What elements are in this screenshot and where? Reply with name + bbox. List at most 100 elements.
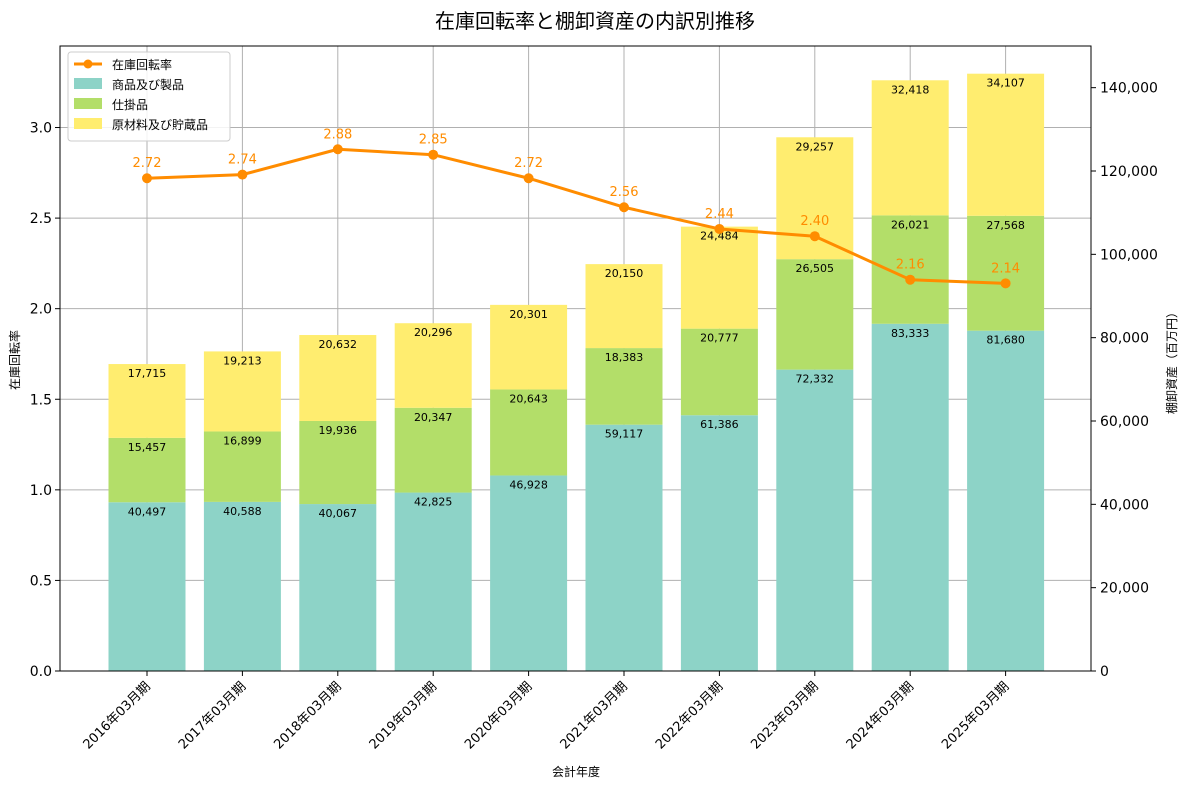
turnover-value-label: 2.16 bbox=[896, 258, 925, 273]
bar-segment bbox=[203, 501, 281, 671]
x-tick-label: 2023年03月期 bbox=[748, 679, 821, 752]
bar-segment bbox=[490, 389, 568, 476]
bar-segment bbox=[203, 431, 281, 502]
bar-segment bbox=[108, 437, 186, 503]
right-tick-label: 20,000 bbox=[1100, 581, 1149, 597]
legend-entry: 仕掛品 bbox=[112, 97, 148, 112]
bar-segment-label: 20,643 bbox=[509, 392, 548, 405]
bar-segment-label: 40,497 bbox=[128, 505, 167, 518]
bar-segment-label: 81,680 bbox=[986, 334, 1025, 347]
bar-segment-label: 59,117 bbox=[605, 428, 644, 441]
bar-segment bbox=[680, 226, 758, 329]
turnover-point bbox=[237, 169, 248, 180]
stacked-bars bbox=[108, 73, 1045, 671]
bar-segment bbox=[776, 369, 854, 671]
turnover-point bbox=[714, 223, 725, 234]
turnover-line-path bbox=[146, 147, 1006, 285]
bar-segment-label: 72,332 bbox=[796, 373, 835, 386]
bar-segment bbox=[680, 328, 758, 416]
bar-segment bbox=[776, 259, 854, 370]
turnover-point bbox=[523, 173, 534, 184]
legend-entry: 在庫回転率 bbox=[112, 57, 172, 72]
bar-segment-label: 42,825 bbox=[414, 496, 453, 509]
bar-segment-label: 20,632 bbox=[319, 338, 358, 351]
left-tick-label: 0.0 bbox=[30, 664, 52, 680]
left-tick-label: 1.0 bbox=[30, 483, 52, 499]
turnover-line: 2.72 2.74 2.88 2.85 2.72 2.56 2.44 2.40 2.16 2.14 bbox=[133, 127, 1020, 289]
bar-segment-label: 46,928 bbox=[509, 478, 548, 491]
plot-frame bbox=[59, 45, 1092, 672]
turnover-value-label: 2.40 bbox=[800, 214, 829, 229]
legend-marker bbox=[83, 59, 93, 69]
bar-segment-label: 29,257 bbox=[796, 140, 835, 153]
x-tick-label: 2025年03月期 bbox=[939, 679, 1012, 752]
legend-box bbox=[67, 51, 231, 142]
bar-segment-label: 20,150 bbox=[605, 267, 644, 280]
x-tick-label: 2018年03月期 bbox=[271, 679, 344, 752]
turnover-value-label: 2.72 bbox=[133, 156, 162, 171]
right-tick-label: 120,000 bbox=[1100, 164, 1158, 180]
right-tick-label: 100,000 bbox=[1100, 247, 1158, 263]
x-tick-label: 2020年03月期 bbox=[462, 679, 535, 752]
bar-segment-label: 24,484 bbox=[700, 230, 739, 243]
bar-segment-label: 83,333 bbox=[891, 327, 930, 340]
legend-swatch bbox=[74, 98, 102, 109]
bar-segment bbox=[967, 73, 1045, 216]
turnover-point bbox=[1000, 278, 1011, 289]
turnover-value-label: 2.56 bbox=[610, 185, 639, 200]
left-tick-label: 0.5 bbox=[30, 573, 52, 589]
bar-segment-label: 16,899 bbox=[223, 434, 262, 447]
bar-segment-label: 20,777 bbox=[700, 332, 739, 345]
left-axis-label: 在庫回転率 bbox=[7, 330, 22, 390]
bar-segment bbox=[394, 323, 472, 408]
bar-segment-label: 20,347 bbox=[414, 411, 453, 424]
left-tick-label: 2.0 bbox=[30, 302, 52, 318]
x-tick-label: 2024年03月期 bbox=[844, 679, 917, 752]
bar-segment bbox=[203, 351, 281, 432]
bar-segment-label: 34,107 bbox=[986, 77, 1025, 90]
bar-segment-label: 20,301 bbox=[509, 308, 548, 321]
bar-segment-label: 27,568 bbox=[986, 219, 1025, 232]
turnover-point bbox=[905, 274, 916, 285]
x-tick-label: 2016年03月期 bbox=[81, 679, 154, 752]
bar-segment bbox=[108, 364, 186, 438]
turnover-point bbox=[619, 202, 629, 213]
bar-segment bbox=[680, 415, 758, 671]
right-tick-label: 60,000 bbox=[1100, 414, 1149, 430]
bar-segment bbox=[585, 424, 663, 671]
bar-segment-label: 61,386 bbox=[700, 418, 739, 431]
x-tick-label: 2019年03月期 bbox=[367, 679, 440, 752]
bar-segment-label: 19,213 bbox=[223, 354, 262, 367]
chart-title: 在庫回転率と棚卸資産の内訳別推移 bbox=[435, 9, 755, 33]
turnover-value-label: 2.88 bbox=[323, 127, 352, 142]
bar-segment-label: 18,383 bbox=[605, 351, 644, 364]
left-tick-label: 1.5 bbox=[30, 392, 52, 408]
bar-segment bbox=[585, 264, 663, 349]
left-tick-label: 3.0 bbox=[30, 121, 52, 137]
legend-swatch bbox=[74, 118, 102, 129]
turnover-point bbox=[809, 231, 820, 242]
bar-segment bbox=[394, 492, 472, 671]
bar-segment-label: 20,296 bbox=[414, 326, 453, 339]
bar-segment bbox=[299, 420, 377, 505]
bar-segment bbox=[490, 475, 568, 671]
turnover-value-label: 2.44 bbox=[705, 207, 734, 222]
bar-segment-label: 40,067 bbox=[319, 507, 358, 520]
bar-segment-label: 15,457 bbox=[128, 441, 167, 454]
bar-segment bbox=[967, 330, 1045, 671]
bar-segment bbox=[108, 502, 186, 671]
bar-segment-label: 26,021 bbox=[891, 218, 930, 231]
x-tick-label: 2021年03月期 bbox=[558, 679, 631, 752]
right-tick-label: 40,000 bbox=[1100, 497, 1149, 513]
x-axis-label: 会計年度 bbox=[552, 764, 600, 779]
x-tick-label: 2022年03月期 bbox=[653, 679, 726, 752]
turnover-point bbox=[332, 144, 343, 155]
right-tick-label: 0 bbox=[1100, 664, 1109, 680]
right-tick-label: 80,000 bbox=[1100, 331, 1149, 347]
x-tick-label: 2017年03月期 bbox=[176, 679, 249, 752]
bar-segment bbox=[299, 504, 377, 671]
bar-segment bbox=[871, 323, 949, 671]
legend-entry: 商品及び製品 bbox=[112, 77, 184, 92]
